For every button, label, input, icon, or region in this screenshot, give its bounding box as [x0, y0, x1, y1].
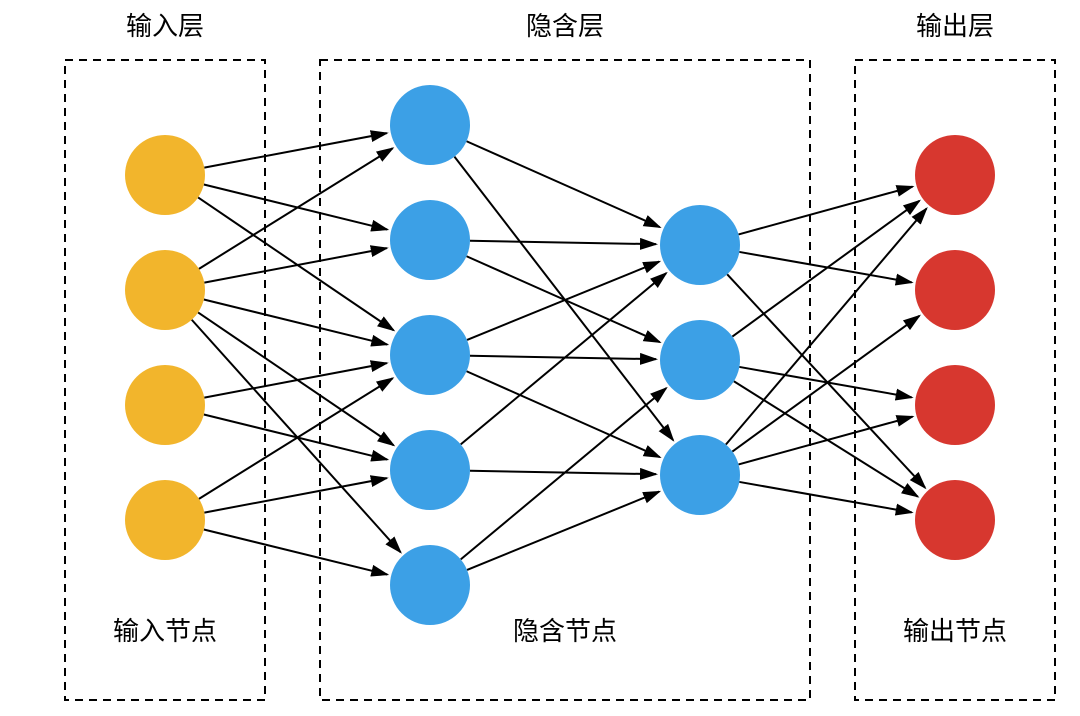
input-layer-title: 输入层 [126, 11, 204, 41]
edge [204, 530, 387, 575]
edge [204, 248, 386, 282]
edge [734, 381, 918, 496]
input-node [125, 135, 205, 215]
edge [470, 241, 656, 244]
output-node [915, 135, 995, 215]
hidden1-node [390, 545, 470, 625]
edge [204, 133, 386, 167]
edge [732, 316, 919, 452]
edge [726, 209, 927, 445]
input-node [125, 250, 205, 330]
edge [198, 197, 394, 330]
neural-network-diagram: 输入层 隐含层 输出层 输入节点 隐含节点 输出节点 [0, 0, 1080, 716]
input-node [125, 480, 205, 560]
input-layer-footer: 输入节点 [113, 616, 217, 646]
hidden1-node [390, 430, 470, 510]
output-node [915, 480, 995, 560]
edge [732, 201, 919, 337]
edge [739, 187, 913, 235]
edge [192, 320, 401, 553]
hidden1-node [390, 315, 470, 395]
edge [199, 148, 393, 269]
edge [467, 141, 660, 227]
output-node [915, 365, 995, 445]
edge [204, 363, 386, 397]
hidden2-node [660, 435, 740, 515]
output-node [915, 250, 995, 330]
hidden-layer-box [320, 60, 810, 700]
edge [739, 482, 911, 512]
hidden1-node [390, 85, 470, 165]
hidden-layer-title: 隐含层 [526, 11, 604, 41]
edge [739, 417, 913, 465]
edge [727, 274, 925, 487]
edge [198, 312, 394, 445]
hidden2-node [660, 320, 740, 400]
hidden1-node [390, 200, 470, 280]
edge [739, 367, 911, 397]
hidden-layer-footer: 隐含节点 [513, 616, 617, 646]
input-node [125, 365, 205, 445]
output-layer-footer: 输出节点 [903, 616, 1007, 646]
edges-group [192, 133, 927, 574]
edge [204, 185, 387, 230]
output-layer-title: 输出层 [916, 11, 994, 41]
edge [199, 378, 393, 499]
hidden2-node [660, 205, 740, 285]
